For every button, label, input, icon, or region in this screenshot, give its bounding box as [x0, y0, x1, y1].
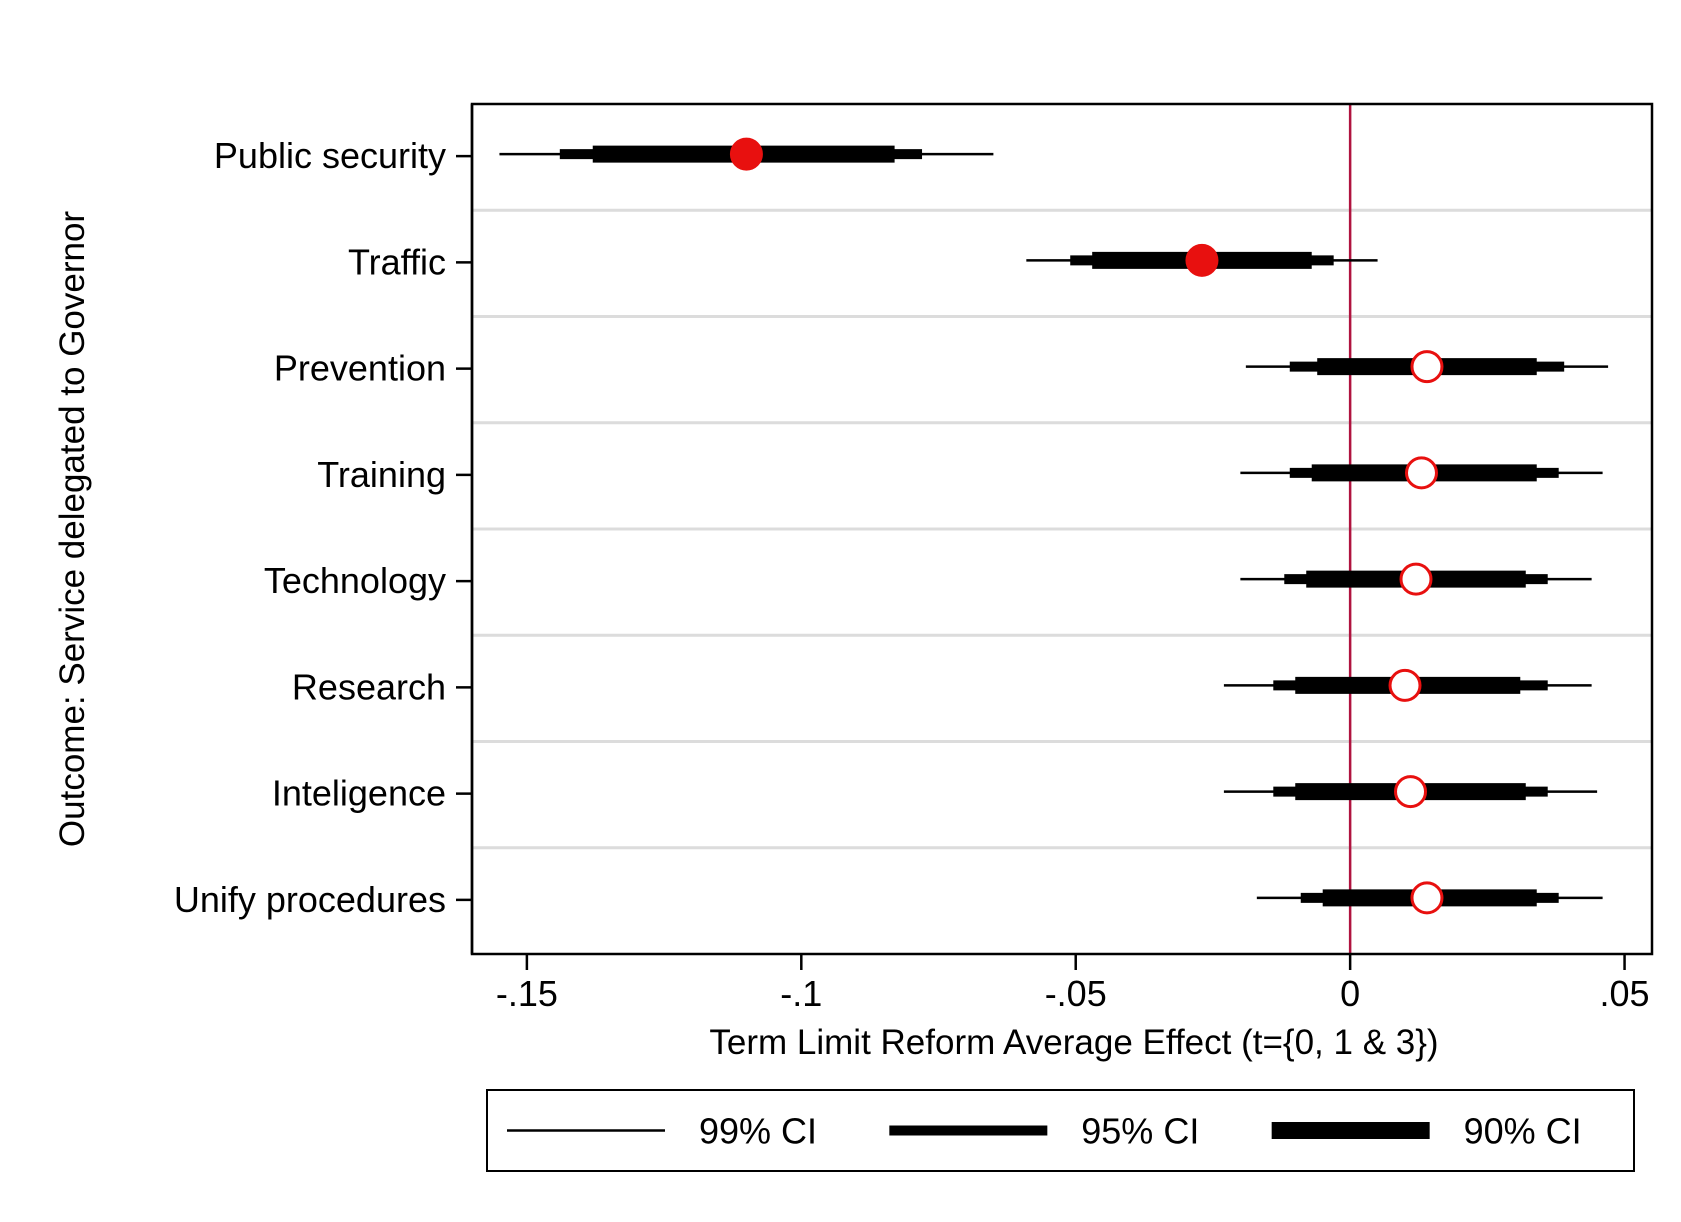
y-tick-label: Technology — [264, 560, 446, 601]
legend-label: 99% CI — [699, 1111, 817, 1152]
x-tick-label: 0 — [1340, 973, 1360, 1014]
x-axis: -.15 -.1 -.05 0 .05 — [496, 954, 1650, 1014]
nonsignificant-estimate-marker — [1399, 562, 1433, 596]
y-tick-label: Inteligence — [272, 773, 446, 814]
legend-box — [486, 1089, 1635, 1172]
x-axis-title: Term Limit Reform Average Effect (t={0, … — [709, 1023, 1438, 1062]
x-tick-label: -.05 — [1045, 973, 1107, 1014]
y-tick-label: Research — [292, 666, 446, 707]
y-tick-label: Traffic — [348, 241, 446, 282]
significant-estimate-marker — [1185, 243, 1219, 277]
y-tick-label: Prevention — [274, 348, 446, 389]
nonsignificant-estimate-marker — [1388, 668, 1422, 702]
legend: 99% CI 95% CI 90% CI — [486, 1089, 1635, 1172]
y-tick-label: Unify procedures — [174, 879, 446, 920]
confidence-intervals — [499, 145, 1609, 907]
y-tick-label: Training — [317, 454, 446, 495]
nonsignificant-estimate-marker — [1410, 881, 1444, 915]
nonsignificant-estimate-marker — [1404, 456, 1438, 490]
point-estimates — [729, 137, 1444, 915]
y-tick-label: Public security — [214, 135, 446, 176]
legend-label: 95% CI — [1081, 1111, 1199, 1152]
y-axis-title: Outcome: Service delegated to Governor — [53, 211, 92, 848]
significant-estimate-marker — [729, 137, 763, 171]
x-tick-label: .05 — [1600, 973, 1650, 1014]
nonsignificant-estimate-marker — [1410, 350, 1444, 384]
x-tick-label: -.1 — [780, 973, 822, 1014]
legend-label: 90% CI — [1464, 1111, 1582, 1152]
y-axis: Public security Traffic Prevention Training… — [174, 104, 474, 954]
row-separators — [472, 208, 1652, 850]
nonsignificant-estimate-marker — [1394, 775, 1428, 809]
x-tick-label: -.15 — [496, 973, 558, 1014]
